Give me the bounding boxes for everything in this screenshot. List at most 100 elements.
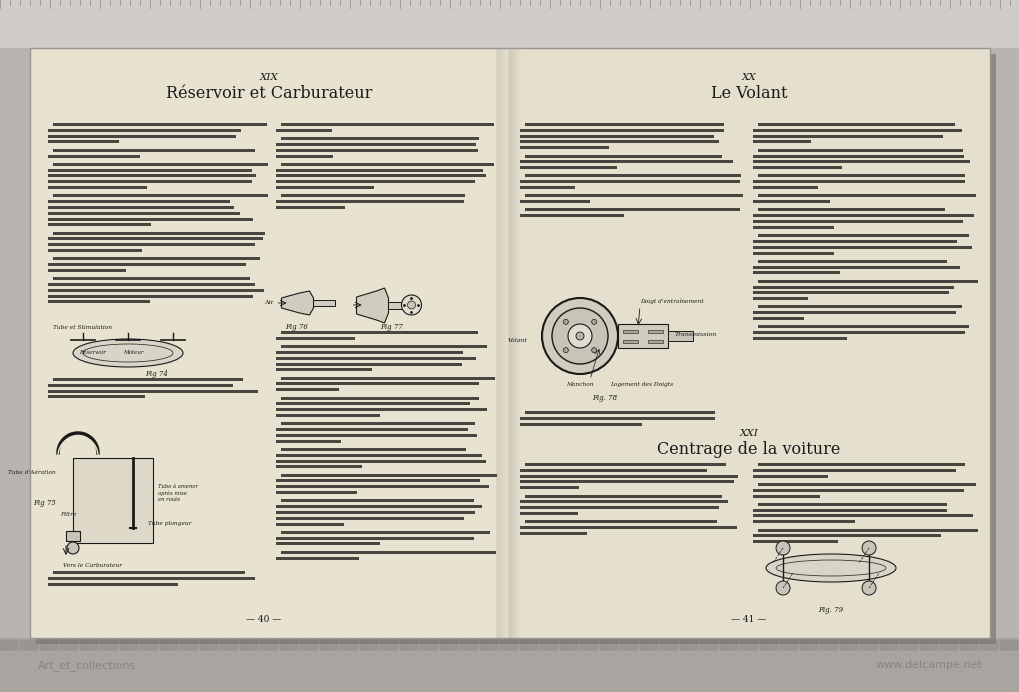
Bar <box>520 506 718 509</box>
Bar <box>759 640 777 650</box>
Bar <box>276 505 482 508</box>
Bar <box>667 331 692 341</box>
Bar <box>276 543 380 545</box>
Bar <box>520 640 537 650</box>
Bar <box>525 194 743 197</box>
Bar <box>276 174 486 177</box>
Text: — 40 —: — 40 — <box>247 615 281 624</box>
Bar <box>48 295 253 298</box>
Bar <box>281 422 475 425</box>
Bar <box>276 522 343 525</box>
Bar <box>40 640 58 650</box>
Text: — 41 —: — 41 — <box>731 615 766 624</box>
Bar <box>48 217 253 221</box>
Bar <box>719 640 738 650</box>
Bar <box>0 0 1019 48</box>
Bar <box>780 640 797 650</box>
Bar <box>276 149 478 152</box>
Bar <box>758 483 975 486</box>
Bar <box>758 234 968 237</box>
Bar <box>518 48 520 638</box>
Bar <box>53 232 265 235</box>
Bar <box>580 640 597 650</box>
Bar <box>753 514 972 518</box>
Bar <box>276 186 374 189</box>
Bar <box>276 536 474 540</box>
Bar <box>753 129 961 131</box>
Bar <box>753 317 803 320</box>
Bar <box>520 526 736 529</box>
Bar <box>276 200 464 203</box>
Bar <box>520 423 641 426</box>
Bar <box>753 286 954 289</box>
Text: XXI: XXI <box>739 428 758 437</box>
Bar <box>758 260 947 263</box>
Bar <box>281 397 479 399</box>
Bar <box>680 640 697 650</box>
Bar <box>753 291 948 294</box>
Circle shape <box>775 581 790 595</box>
Bar <box>753 220 962 223</box>
Bar <box>140 640 158 650</box>
Bar <box>507 48 510 638</box>
Bar <box>940 640 957 650</box>
Bar <box>280 640 298 650</box>
Text: Vers le Carburateur: Vers le Carburateur <box>63 563 122 568</box>
Bar <box>639 640 657 650</box>
Bar <box>758 123 954 126</box>
Bar <box>79 640 98 650</box>
Bar <box>276 169 483 172</box>
Bar <box>53 163 268 166</box>
Bar <box>520 475 738 477</box>
Bar <box>758 280 977 283</box>
Bar <box>48 395 146 399</box>
Bar <box>48 283 255 286</box>
Bar <box>276 556 359 560</box>
Bar <box>520 531 586 535</box>
Bar <box>525 123 723 126</box>
Circle shape <box>568 324 591 348</box>
Bar <box>48 269 125 272</box>
Bar <box>525 463 726 466</box>
Bar <box>525 411 714 414</box>
Bar <box>281 473 496 477</box>
Bar <box>281 531 490 534</box>
Bar <box>520 129 723 131</box>
Bar <box>799 640 817 650</box>
Bar <box>276 206 344 209</box>
Bar <box>48 180 253 183</box>
Bar <box>360 640 378 650</box>
Bar <box>525 208 740 212</box>
Bar <box>0 638 1019 692</box>
Text: Fig. 78: Fig. 78 <box>592 394 616 402</box>
Bar <box>48 289 264 292</box>
Bar <box>276 143 475 146</box>
Bar <box>840 640 857 650</box>
Bar <box>599 640 618 650</box>
Bar <box>276 511 474 514</box>
Bar <box>276 129 331 131</box>
Bar <box>753 240 956 243</box>
Bar <box>520 161 733 163</box>
Bar <box>520 146 608 149</box>
Bar <box>539 640 557 650</box>
Bar <box>48 300 150 303</box>
Text: Centrage de la voiture: Centrage de la voiture <box>656 441 840 459</box>
Bar <box>525 520 716 523</box>
Text: XIX: XIX <box>259 73 278 82</box>
Bar <box>53 277 250 280</box>
Bar <box>276 414 379 417</box>
Bar <box>200 640 218 650</box>
Bar <box>281 448 466 451</box>
Bar <box>753 495 818 498</box>
Bar <box>281 376 495 380</box>
Text: Tube d'Aération: Tube d'Aération <box>8 471 56 475</box>
Bar <box>525 154 721 158</box>
Bar <box>179 640 198 650</box>
Bar <box>501 48 503 638</box>
Bar <box>320 640 337 650</box>
Bar <box>758 503 946 506</box>
Bar <box>53 123 267 126</box>
Bar <box>220 640 237 650</box>
Bar <box>281 137 479 140</box>
